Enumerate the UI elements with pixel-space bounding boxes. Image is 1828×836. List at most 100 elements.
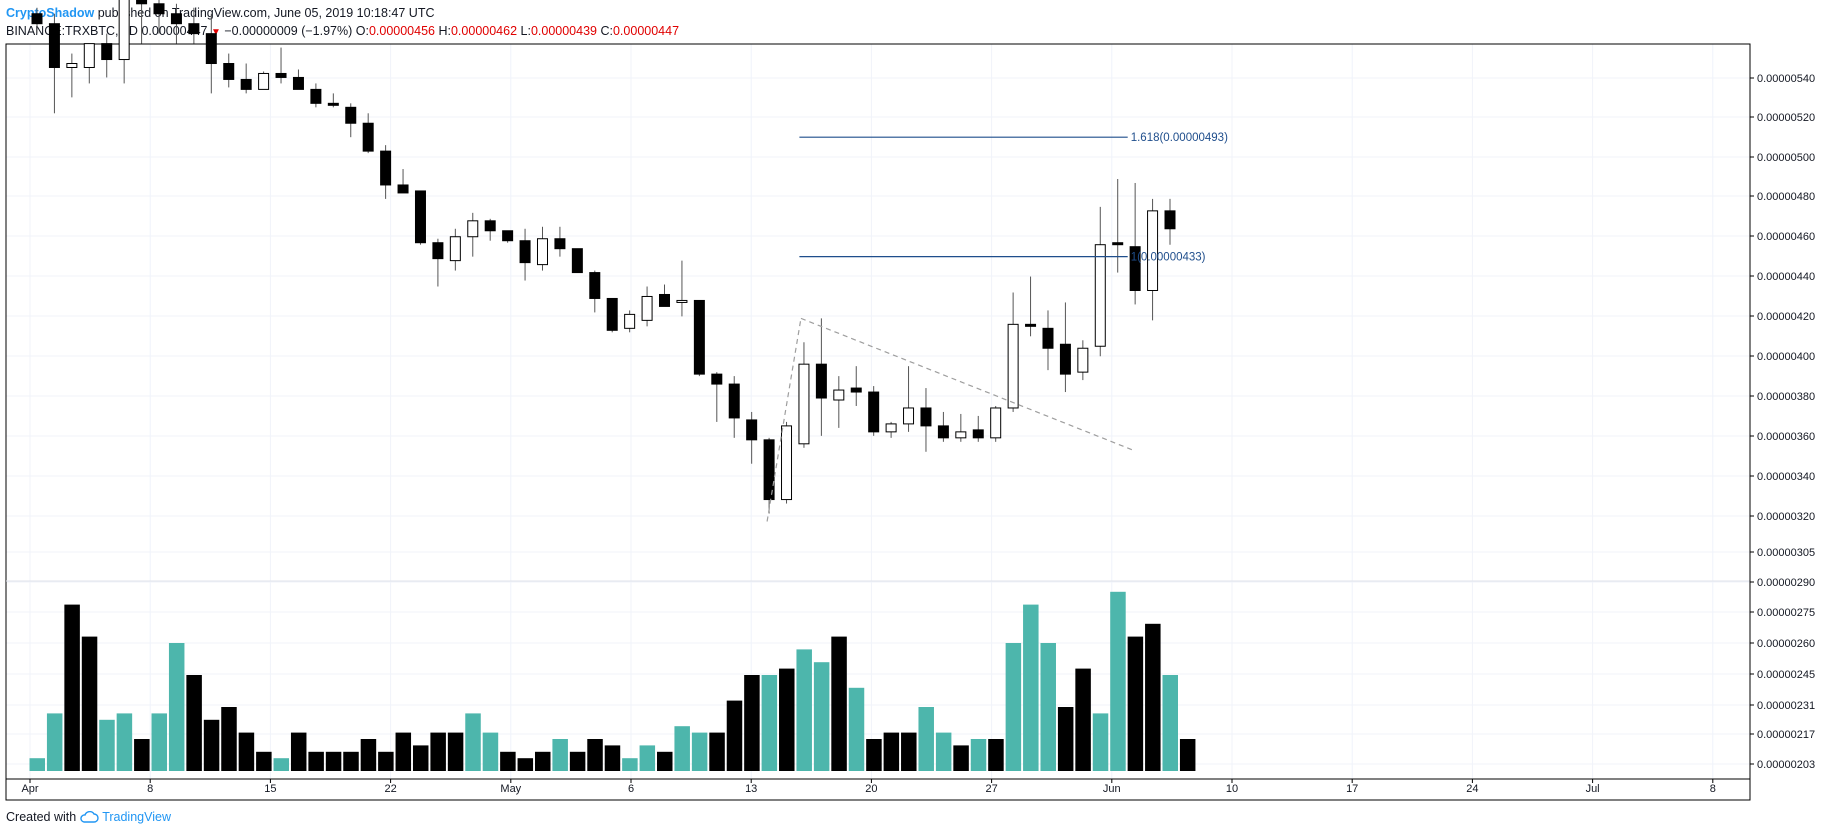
candle-body [240, 78, 252, 90]
candle [502, 230, 514, 243]
price-axis-label: 0.00000500 [1757, 152, 1815, 164]
volume-bar [500, 751, 516, 771]
volume-bar [116, 713, 133, 771]
candle [763, 437, 775, 514]
candle-body [1025, 323, 1037, 327]
volume-bar [779, 668, 795, 771]
time-axis-label: 22 [384, 783, 396, 795]
candle [728, 376, 740, 438]
volume-bar [1040, 643, 1056, 771]
volume-bar [46, 713, 63, 771]
author-link[interactable]: CryptoShadow [6, 6, 95, 20]
candle-body [746, 419, 758, 441]
candle-body [449, 236, 461, 262]
candle [519, 228, 531, 281]
candle-body [362, 122, 374, 152]
time-axis-label: 8 [1710, 783, 1716, 795]
candle-body [955, 431, 967, 439]
candle-body [1129, 246, 1141, 291]
candle-body [728, 383, 740, 419]
volume-bar [238, 732, 255, 771]
candle [606, 297, 618, 333]
price-axis-label: 0.00000305 [1757, 547, 1815, 559]
price-axis-label: 0.00000360 [1757, 431, 1815, 443]
candle-body [571, 248, 583, 274]
price-axis-label: 0.00000420 [1757, 311, 1815, 323]
candle [641, 286, 653, 327]
volume-bar [1162, 675, 1178, 771]
volume-bar [622, 758, 638, 771]
open-label: O: [355, 24, 369, 38]
volume-bar [639, 745, 656, 771]
candle [1025, 276, 1037, 337]
volume-bar [465, 713, 481, 771]
candle [223, 53, 235, 88]
high-label: H: [438, 24, 451, 38]
chart-header: CryptoShadow published on TradingView.co… [6, 4, 679, 42]
volume-bar [1005, 643, 1022, 771]
candle-body [31, 13, 43, 25]
time-axis: Apr 8 15 22 May 6 13 20 27 Jun 10 17 24 Jul 8 [21, 779, 1716, 795]
volume-bar [447, 732, 464, 771]
trend-line-up [766, 318, 802, 522]
candle [571, 248, 583, 274]
volume-bar [744, 675, 760, 771]
candle [397, 169, 409, 194]
candle-body [798, 363, 810, 445]
volume-bar [604, 745, 621, 771]
candle-body [903, 407, 915, 425]
time-axis-label: 15 [264, 783, 276, 795]
candle-body [1112, 242, 1124, 246]
fib-level-label: 1.618(0.00000493) [1131, 132, 1228, 144]
volume-bar [657, 751, 673, 771]
price-axis-label: 0.00000380 [1757, 391, 1815, 403]
price-axis-label: 0.00000520 [1757, 112, 1815, 124]
price-axis-label: 0.00000540 [1757, 73, 1815, 85]
candle [1129, 182, 1141, 305]
candle-body [1147, 210, 1159, 291]
candle-body [1007, 323, 1019, 409]
time-axis-label: Jun [1103, 783, 1121, 795]
volume-bar [360, 739, 377, 771]
candle-body [310, 88, 322, 104]
volume-bar [534, 751, 551, 771]
candle [1112, 178, 1124, 273]
volume-bars [29, 591, 1196, 771]
price-axis-label: 0.00000290 [1757, 577, 1815, 589]
candle-body [327, 102, 339, 106]
candle-body [292, 76, 304, 90]
candle [1147, 198, 1159, 321]
volume-bar [866, 739, 882, 771]
candle-body [258, 72, 270, 90]
volume-bar [552, 739, 568, 771]
volume-bar [290, 732, 307, 771]
time-axis-label: 20 [865, 783, 877, 795]
candle-body [153, 3, 165, 15]
candle [136, 0, 148, 44]
candle-body [850, 387, 862, 393]
chart-grid [6, 44, 1750, 779]
candle-body [101, 43, 113, 61]
candle [920, 388, 932, 452]
candle [101, 33, 113, 78]
volume-bar [203, 719, 220, 771]
volume-bar [918, 707, 934, 771]
candle-body [990, 407, 1002, 439]
volume-bar [761, 675, 778, 771]
candle [170, 3, 182, 44]
candle [240, 63, 252, 94]
candle-body [868, 391, 880, 433]
volume-bar [1057, 707, 1074, 771]
price-axis-label: 0.00000460 [1757, 231, 1815, 243]
candle-body [83, 43, 95, 68]
volume-bar [395, 732, 412, 771]
candle [432, 238, 444, 287]
candle [955, 413, 967, 442]
time-axis-label: 10 [1226, 783, 1238, 795]
low-value: 0.00000439 [530, 24, 597, 38]
candle-body [920, 407, 932, 427]
tradingview-link[interactable]: TradingView [102, 810, 171, 824]
volume-bar [99, 719, 115, 771]
candle-body [554, 238, 566, 250]
